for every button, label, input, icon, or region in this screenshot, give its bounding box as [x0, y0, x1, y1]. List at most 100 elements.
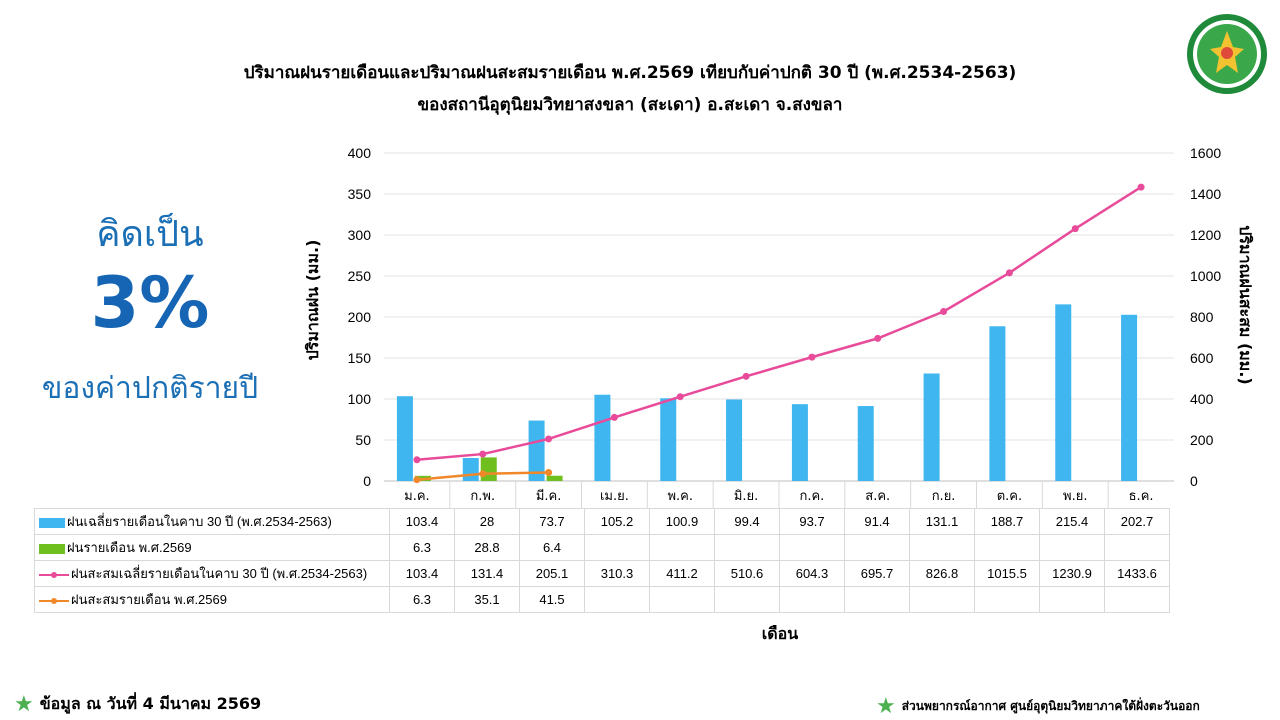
x-tick-label: มิ.ย. — [734, 489, 758, 504]
series-legend-label: ฝนรายเดือน พ.ศ.2569 — [34, 534, 390, 561]
y-tick-right: 1000 — [1190, 268, 1221, 284]
table-cell: 1230.9 — [1039, 560, 1105, 587]
table-cell: 202.7 — [1104, 508, 1170, 535]
table-cell — [714, 534, 780, 561]
bar — [594, 394, 611, 481]
y-tick-left: 200 — [348, 309, 372, 325]
legend-bar-swatch-icon — [39, 543, 65, 554]
table-cell: 6.3 — [389, 586, 455, 613]
table-cell: 604.3 — [779, 560, 845, 587]
table-cell — [844, 534, 910, 561]
table-cell — [1039, 534, 1105, 561]
table-row: ฝนเฉลี่ยรายเดือนในคาบ 30 ปี (พ.ศ.2534-25… — [34, 508, 1170, 535]
table-cell: 1433.6 — [1104, 560, 1170, 587]
bar — [1121, 314, 1138, 481]
table-cell: 131.4 — [454, 560, 520, 587]
table-cell: 28 — [454, 508, 520, 535]
table-cell — [1104, 534, 1170, 561]
star-icon: ★ — [876, 694, 896, 719]
table-row: ฝนสะสมรายเดือน พ.ศ.2569 6.3 35.1 41.5 — [34, 586, 1170, 613]
line-point — [479, 450, 487, 458]
table-cell: 35.1 — [454, 586, 520, 613]
x-tick-label: พ.ย. — [1063, 489, 1087, 504]
table-cell: 105.2 — [584, 508, 650, 535]
y-tick-right: 600 — [1190, 350, 1214, 366]
x-tick-label: ธ.ค. — [1129, 489, 1154, 504]
bar — [660, 398, 677, 481]
bar — [1055, 304, 1072, 481]
x-tick-label: ก.ค. — [799, 489, 824, 504]
legend-line-swatch-icon — [39, 597, 69, 604]
series-legend-label: ฝนสะสมเฉลี่ยรายเดือนในคาบ 30 ปี (พ.ศ.253… — [34, 560, 390, 587]
series-legend-label: ฝนสะสมรายเดือน พ.ศ.2569 — [34, 586, 390, 613]
tmd-logo-icon — [1187, 14, 1267, 94]
table-cell — [584, 586, 650, 613]
bar — [923, 373, 940, 481]
x-axis-label: เดือน — [761, 624, 799, 643]
y-tick-left: 250 — [348, 268, 372, 284]
series-name: ฝนเฉลี่ยรายเดือนในคาบ 30 ปี (พ.ศ.2534-25… — [67, 514, 332, 529]
table-cell: 310.3 — [584, 560, 650, 587]
line-point — [874, 334, 882, 342]
line-point — [676, 393, 684, 401]
table-cell: 100.9 — [649, 508, 715, 535]
table-row: ฝนรายเดือน พ.ศ.2569 6.3 28.8 6.4 — [34, 534, 1170, 561]
line-point — [808, 353, 816, 361]
table-cell — [974, 534, 1040, 561]
table-cell — [909, 534, 975, 561]
star-icon: ★ — [14, 692, 34, 717]
table-cell: 131.1 — [909, 508, 975, 535]
line-series — [413, 183, 1145, 484]
line-point — [413, 476, 421, 484]
x-tick-label: ก.พ. — [470, 489, 495, 504]
bar — [791, 404, 808, 481]
y-axis-label-right: ปริมาณฝนสะสม (มม.) — [1236, 225, 1255, 384]
table-cell: 826.8 — [909, 560, 975, 587]
line-point — [1071, 225, 1079, 233]
table-cell: 93.7 — [779, 508, 845, 535]
y-tick-left: 350 — [348, 186, 372, 202]
y-tick-right: 0 — [1190, 473, 1198, 489]
line-point — [479, 470, 487, 478]
table-row: ฝนสะสมเฉลี่ยรายเดือนในคาบ 30 ปี (พ.ศ.253… — [34, 560, 1170, 587]
table-cell — [714, 586, 780, 613]
footer-source: ★ ส่วนพยากรณ์อากาศ ศูนย์อุตุนิยมวิทยาภาคใ… — [876, 694, 1200, 719]
x-tick-label: ต.ค. — [997, 489, 1022, 504]
legend-bar-swatch-icon — [39, 517, 65, 528]
chart-title-line2: ของสถานีอุตุนิยมวิทยาสงขลา (สะเดา) อ.สะเ… — [417, 95, 843, 115]
table-cell: 411.2 — [649, 560, 715, 587]
chart-title-line1: ปริมาณฝนรายเดือนและปริมาณฝนสะสมรายเดือน … — [243, 63, 1017, 83]
percent-caption-bottom: ของค่าปกติรายปี — [41, 371, 259, 406]
y-tick-left: 0 — [363, 473, 371, 489]
x-tick-label: ก.ย. — [932, 489, 956, 504]
table-cell — [974, 586, 1040, 613]
table-cell — [1104, 586, 1170, 613]
y-tick-left: 400 — [348, 145, 372, 161]
y-tick-right: 1600 — [1190, 145, 1221, 161]
y-tick-left: 100 — [348, 391, 372, 407]
table-cell — [779, 586, 845, 613]
bar — [989, 326, 1006, 481]
y-tick-left: 50 — [355, 432, 371, 448]
right-axis-ticks: 0 200 400 600 800 1000 1200 1400 1600 — [1190, 145, 1221, 489]
table-cell: 6.4 — [519, 534, 585, 561]
line-point — [545, 435, 553, 443]
table-cell — [649, 586, 715, 613]
bar-series — [396, 304, 1138, 481]
line-point — [545, 468, 553, 476]
bar — [396, 396, 413, 481]
series-name: ฝนรายเดือน พ.ศ.2569 — [67, 540, 192, 555]
table-cell — [649, 534, 715, 561]
bar — [462, 458, 479, 481]
legend-line-swatch-icon — [39, 571, 69, 578]
bar — [546, 475, 563, 481]
footer-right-text: ส่วนพยากรณ์อากาศ ศูนย์อุตุนิยมวิทยาภาคใต… — [901, 699, 1200, 713]
footer-data-date: ★ ข้อมูล ณ วันที่ 4 มีนาคม 2569 — [14, 692, 261, 717]
series-name: ฝนสะสมเฉลี่ยรายเดือนในคาบ 30 ปี (พ.ศ.253… — [71, 566, 368, 581]
y-axis-label-left: ปริมาณฝน (มม.) — [303, 240, 322, 361]
bar — [857, 406, 874, 481]
table-cell: 1015.5 — [974, 560, 1040, 587]
category-labels: ม.ค. ก.พ. มี.ค. เม.ย. พ.ค. มิ.ย. ก.ค. ส.ค. ก.ย. ต… — [404, 481, 1154, 508]
table-cell — [584, 534, 650, 561]
